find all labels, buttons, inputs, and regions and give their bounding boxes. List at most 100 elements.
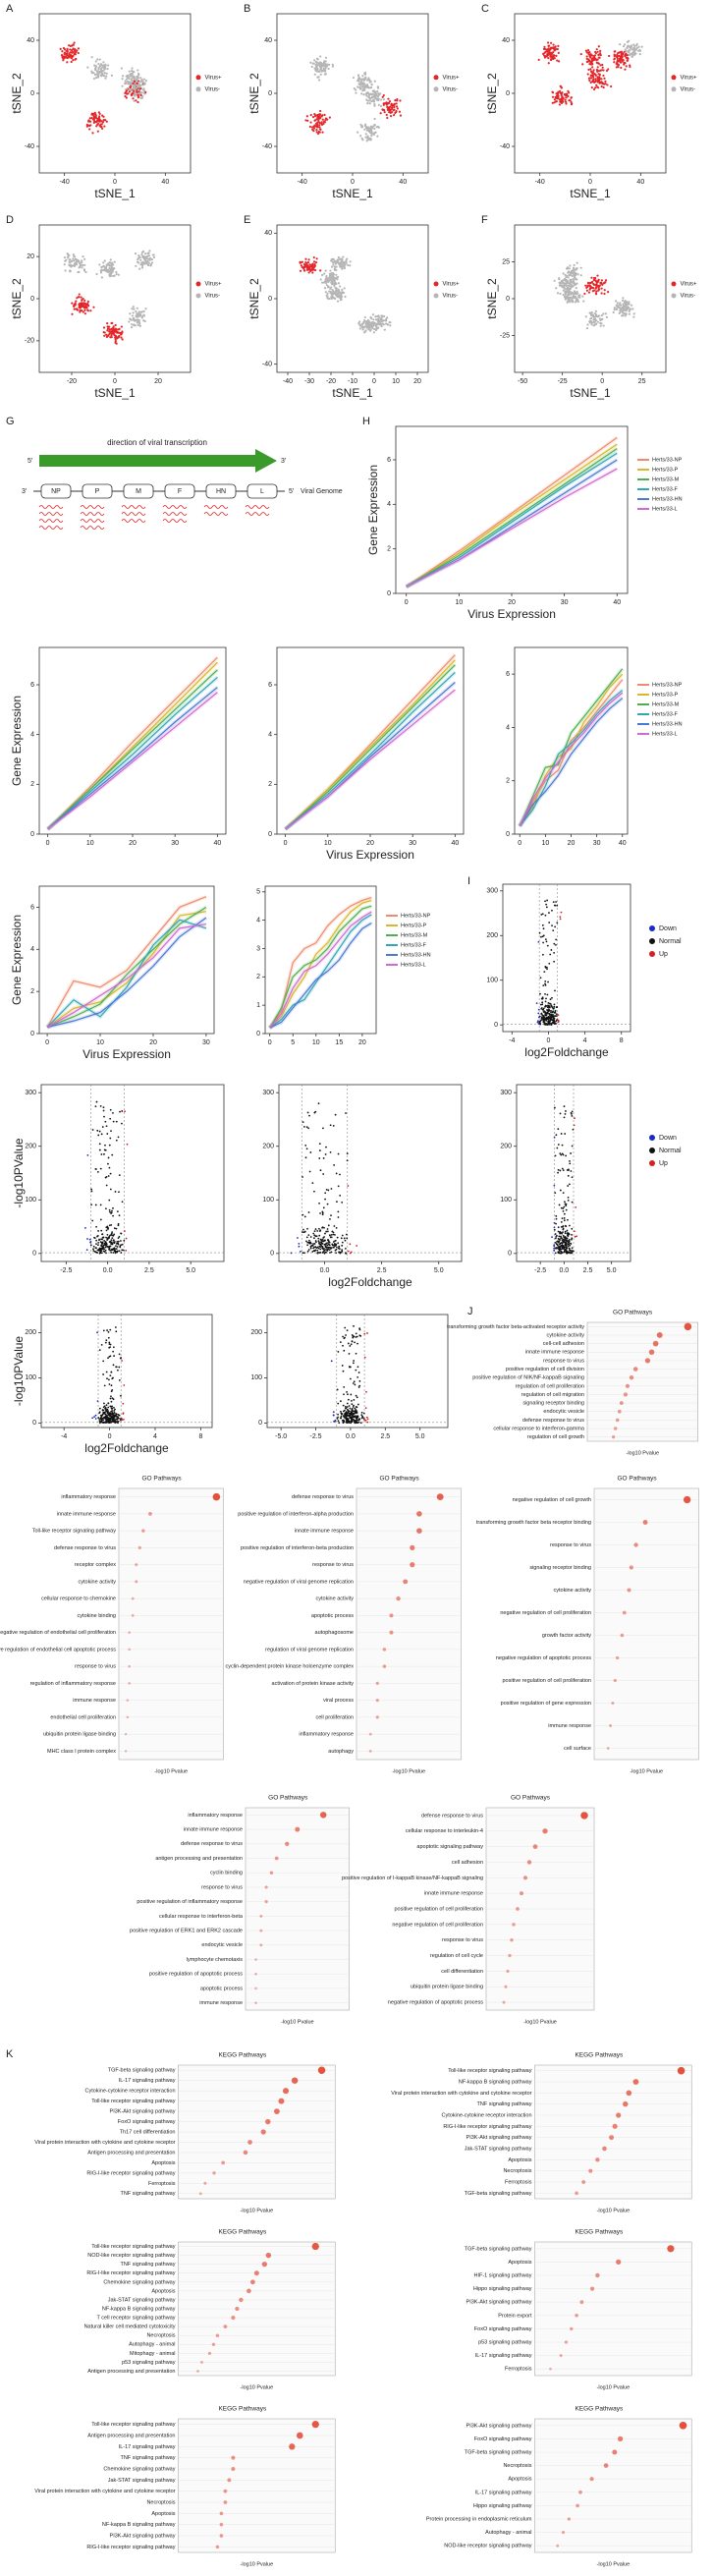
cell-dot [627, 57, 629, 59]
cell-dot [342, 256, 344, 258]
cell-dot [121, 78, 123, 80]
legend-marker [672, 75, 677, 80]
cell-dot [89, 124, 91, 126]
x-tick-label: 5.0 [434, 1267, 444, 1274]
x-axis-label: -log10 Pvalue [630, 1768, 663, 1774]
gene-dot [307, 1112, 309, 1114]
gene-dot [568, 1243, 570, 1245]
cell-dot [70, 45, 72, 47]
cell-dot [74, 308, 76, 309]
cell-dot [361, 75, 363, 77]
pathway-dot [602, 2147, 607, 2152]
cell-dot [587, 69, 589, 71]
term-label: activation of protein kinase activity [272, 1681, 355, 1687]
x-axis-label: log2Foldchange [524, 1045, 609, 1059]
cell-dot [555, 96, 557, 98]
gene-dot [114, 1227, 116, 1229]
pathway-dot [416, 1528, 422, 1534]
x-tick-label: 0.0 [103, 1267, 113, 1274]
x-axis-label: Virus Expression [82, 1047, 171, 1061]
gene-dot [95, 1168, 97, 1170]
cell-dot [558, 60, 560, 62]
gene-dot [344, 1410, 346, 1412]
cell-dot [349, 264, 351, 266]
cell-dot [318, 122, 320, 124]
gene-dot [318, 1102, 320, 1104]
y-axis-label: tSNE_2 [485, 278, 499, 319]
cell-dot [327, 68, 329, 70]
cell-dot [381, 316, 383, 318]
y-tick-label: 2 [506, 778, 510, 785]
gene-dot [306, 1236, 308, 1238]
cell-dot [326, 66, 328, 68]
gene-dot [109, 1118, 111, 1120]
cell-dot [110, 268, 112, 270]
cell-dot [319, 269, 321, 271]
gene-dot [331, 1247, 333, 1249]
gene-dot [333, 1247, 335, 1249]
legend-label: Herts/33-F [652, 486, 679, 492]
cell-dot [598, 70, 600, 72]
cell-dot [370, 93, 372, 95]
cell-dot [93, 117, 95, 119]
gene-dot [122, 1201, 124, 1203]
gene-dot [317, 1246, 319, 1248]
term-label: receptor complex [75, 1562, 116, 1568]
gene-dot [358, 1418, 360, 1420]
gene-dot [567, 1185, 569, 1187]
term-label: response to virus [75, 1664, 116, 1670]
gene-dot [553, 1250, 555, 1252]
gene-dot [97, 1135, 99, 1137]
cell-dot [565, 101, 567, 103]
gene-dot [101, 1252, 103, 1254]
gene-dot [320, 1241, 322, 1243]
gene-dot [105, 1244, 107, 1246]
cell-dot [353, 77, 355, 79]
gene-dot [563, 1246, 565, 1248]
pathway-dot [645, 1358, 650, 1363]
pathway-dot [278, 2099, 284, 2104]
legend-label: Virus- [205, 86, 221, 92]
term-label: cytokine activity [546, 1332, 584, 1338]
cell-dot [602, 69, 604, 71]
cell-dot [595, 310, 597, 312]
term-label: positive regulation of I-kappaB kinase/N… [342, 1876, 483, 1881]
gene-dot [105, 1408, 107, 1410]
gene-dot [353, 1415, 355, 1417]
gene-dot [355, 1370, 356, 1372]
cell-dot [576, 273, 578, 275]
cell-dot [323, 273, 325, 275]
gene-dot [564, 1240, 566, 1242]
cell-dot [333, 278, 335, 280]
cell-dot [102, 70, 104, 72]
cell-dot [552, 96, 554, 98]
gene-label: NP [51, 488, 61, 495]
gene-dot [308, 1249, 310, 1251]
term-label: negative regulation of cell proliferatio… [392, 1922, 483, 1928]
term-label: regulation of cell proliferation [516, 1383, 584, 1389]
cell-dot [613, 61, 615, 63]
cell-dot [360, 92, 362, 94]
gene-dot [575, 1236, 576, 1238]
cell-dot [338, 258, 340, 260]
gene-dot [554, 1003, 556, 1005]
gene-dot [366, 1422, 368, 1424]
pathway-dot [627, 1589, 631, 1593]
cell-dot [373, 93, 375, 95]
cell-dot [95, 60, 97, 62]
cell-dot [64, 263, 66, 265]
cell-dot [598, 57, 600, 59]
term-label: TGF-beta signaling pathway [465, 2191, 532, 2197]
gene-dot [326, 1247, 328, 1249]
plot-frame [503, 884, 631, 1032]
cell-dot [73, 44, 75, 46]
cell-dot [325, 57, 327, 59]
cell-dot [386, 114, 388, 116]
gene-dot [342, 1235, 344, 1237]
gene-dot [108, 1175, 110, 1177]
gene-dot [366, 1332, 368, 1334]
y-tick-label: 200 [486, 932, 498, 939]
gene-dot [357, 1404, 359, 1406]
term-label: TNF signaling pathway [121, 2262, 176, 2268]
cell-dot [548, 62, 550, 64]
